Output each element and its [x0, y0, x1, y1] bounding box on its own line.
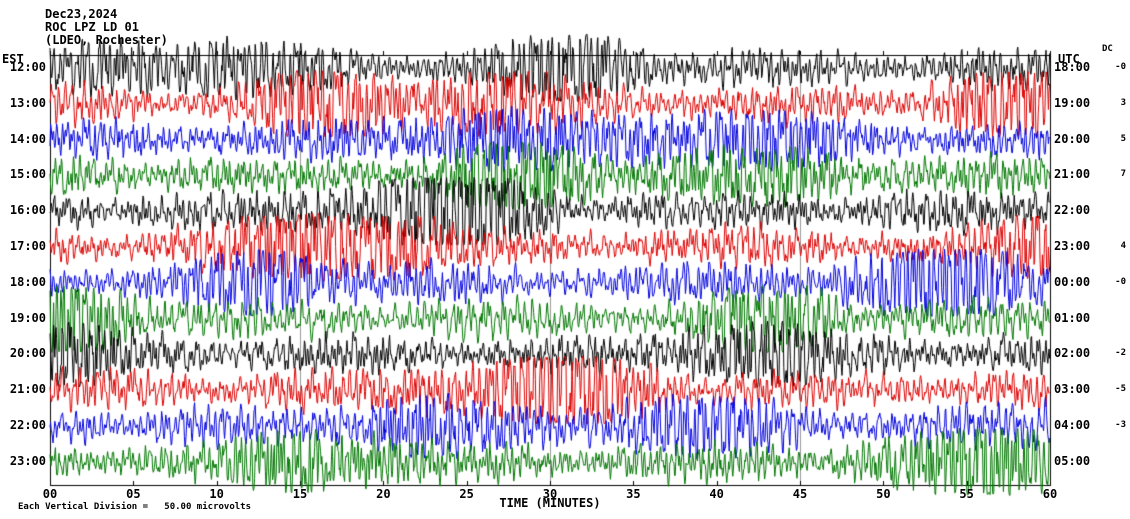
dc-value: -2: [1115, 348, 1126, 359]
est-axis-label: EST: [2, 52, 24, 66]
x-tick-label: 45: [792, 487, 808, 501]
est-time-label: 16:00: [9, 203, 46, 218]
dc-value: -0: [1115, 276, 1126, 287]
time-axis-label: TIME (MINUTES): [499, 496, 601, 510]
utc-time-label: 21:00: [1054, 167, 1091, 182]
x-tick-label: 50: [876, 487, 891, 501]
dc-value: 4: [1120, 241, 1126, 251]
est-time-label: 21:00: [9, 382, 46, 397]
dc-value: 3: [1120, 97, 1126, 108]
x-tick-label: 00: [42, 487, 58, 501]
x-tick-label: 15: [292, 487, 308, 501]
est-time-label: 17:00: [9, 239, 46, 253]
x-tick-label: 40: [709, 487, 724, 501]
utc-time-label: 05:00: [1054, 453, 1091, 468]
x-tick-label: 20: [376, 487, 391, 501]
utc-time-label: 20:00: [1054, 131, 1091, 146]
dc-axis-label: DC: [1102, 44, 1113, 54]
est-time-label: 22:00: [9, 418, 46, 432]
dc-value: -3: [1115, 420, 1126, 430]
utc-time-label: 23:00: [1054, 239, 1091, 253]
scale-note: Each Vertical Division = 50.00 microvolt…: [18, 502, 251, 512]
utc-time-label: 18:00: [1054, 60, 1091, 74]
est-time-label: 20:00: [9, 346, 46, 361]
utc-time-label: 03:00: [1054, 382, 1091, 397]
est-time-label: 15:00: [9, 167, 46, 182]
utc-time-label: 04:00: [1054, 418, 1091, 432]
x-tick-label: 25: [459, 487, 474, 501]
station-id: ROC LPZ LD 01: [45, 20, 139, 34]
utc-time-label: 22:00: [1054, 203, 1091, 218]
station-location: (LDEO, Rochester): [45, 33, 168, 47]
est-time-label: 23:00: [9, 453, 46, 468]
utc-time-label: 00:00: [1054, 274, 1091, 289]
dc-value: -0: [1115, 62, 1126, 72]
dc-value: -5: [1115, 384, 1126, 395]
dc-value: 5: [1120, 133, 1126, 144]
est-time-label: 19:00: [9, 310, 46, 325]
utc-axis-label: UTC: [1058, 52, 1080, 66]
est-time-label: 14:00: [9, 131, 46, 146]
x-tick-label: 35: [626, 487, 641, 501]
x-tick-label: 10: [209, 487, 224, 501]
utc-time-label: 01:00: [1054, 310, 1091, 325]
x-tick-label: 30: [542, 487, 558, 501]
dc-value: 7: [1120, 169, 1126, 180]
utc-time-label: 19:00: [1054, 95, 1091, 110]
x-tick-label: 05: [126, 487, 141, 501]
est-time-label: 13:00: [9, 95, 46, 110]
x-tick-label: 55: [959, 487, 974, 501]
est-time-label: 12:00: [9, 60, 46, 74]
header-date: Dec23,2024: [45, 7, 118, 21]
utc-time-label: 02:00: [1054, 346, 1091, 361]
x-tick-label: 60: [1042, 487, 1058, 501]
est-time-label: 18:00: [9, 274, 46, 289]
